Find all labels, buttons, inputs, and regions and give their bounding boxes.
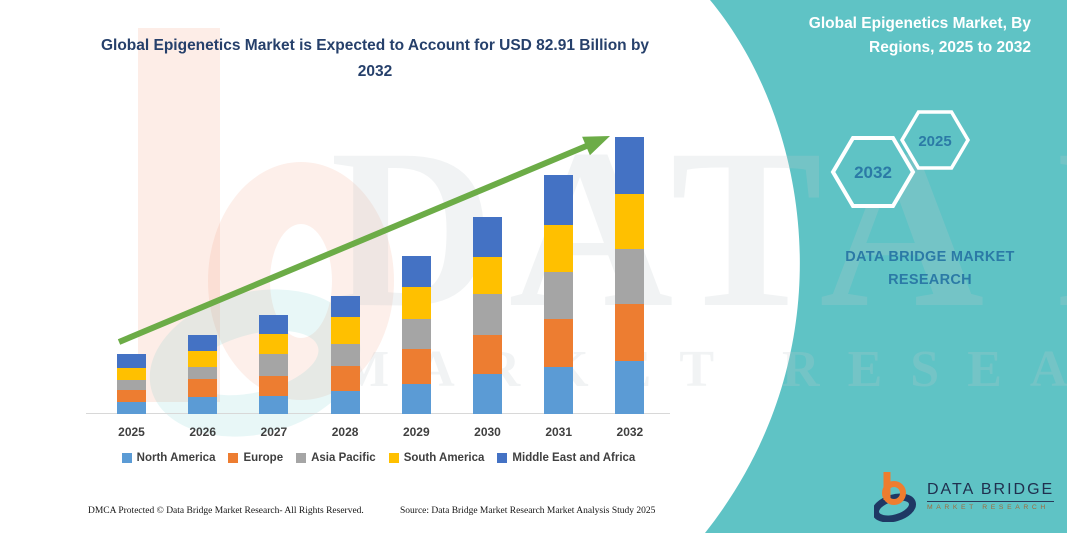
- bar-segment: [188, 379, 218, 397]
- footer-dmca-text: DMCA Protected © Data Bridge Market Rese…: [88, 506, 364, 516]
- bar-segment: [401, 384, 431, 414]
- legend-label: Europe: [243, 452, 284, 464]
- bar-segment: [615, 137, 645, 194]
- legend-swatch: [497, 453, 508, 463]
- legend-swatch: [121, 453, 132, 463]
- x-axis-label: 2030: [474, 425, 501, 439]
- legend-label: North America: [136, 452, 216, 464]
- x-axis-label: 2032: [616, 425, 644, 439]
- logo-d-swoosh: [874, 493, 916, 522]
- x-axis-label: 2031: [545, 425, 573, 439]
- year-hexagons: 2032 2025: [830, 110, 971, 208]
- brand-text: DATA BRIDGE MARKET RESEARCH: [845, 249, 1015, 288]
- bar-segment: [401, 349, 431, 384]
- bar-segment: [615, 304, 645, 361]
- stacked-bar-2032: [615, 137, 645, 414]
- legend-item: Europe: [228, 452, 283, 464]
- legend-item: South America: [388, 452, 485, 464]
- logo-subtitle: MARKET RESEARCH: [927, 504, 1049, 511]
- bar-segment: [188, 367, 218, 379]
- bar-segment: [615, 194, 645, 249]
- panel-title: Global Epigenetics Market, By Regions, 2…: [808, 15, 1031, 56]
- bar-segment: [259, 354, 289, 376]
- bar-segment: [259, 376, 289, 396]
- legend-item: Middle East and Africa: [497, 452, 635, 464]
- bar-segment: [330, 391, 360, 414]
- legend-label: Middle East and Africa: [512, 452, 636, 464]
- x-axis-label: 2028: [331, 425, 359, 439]
- logo-b-bowl: [882, 481, 906, 505]
- logo-text-block: DATA BRIDGE MARKET RESEARCH: [927, 481, 1055, 511]
- hexagon-2025-label: 2025: [918, 133, 951, 150]
- stacked-bar-2025: [117, 354, 146, 414]
- bar-segment: [473, 374, 502, 414]
- legend-label: South America: [403, 452, 485, 464]
- bar-segment: [330, 344, 360, 366]
- legend-item: North America: [121, 452, 216, 464]
- bar-segment: [544, 367, 574, 414]
- x-axis-label: 2029: [402, 425, 430, 439]
- hexagon-2032-label: 2032: [854, 163, 892, 182]
- teal-swoosh-path: [705, 0, 1067, 533]
- databridge-logo: DATA BRIDGE MARKET RESEARCH: [874, 470, 1055, 522]
- bar-segment: [117, 380, 146, 390]
- hexagon-2025: [899, 110, 971, 170]
- bar-segment: [117, 402, 146, 414]
- hexagon-2032: [830, 136, 916, 208]
- bar-segment: [615, 361, 645, 414]
- chart-title: Global Epigenetics Market is Expected to…: [100, 37, 650, 80]
- legend-swatch: [296, 453, 307, 463]
- footer-source-text: Source: Data Bridge Market Research Mark…: [400, 506, 656, 516]
- databridge-logo-icon: [874, 472, 916, 522]
- bar-segment: [259, 396, 289, 414]
- x-axis-line: [86, 413, 670, 414]
- x-axis-label: 2025: [118, 425, 145, 439]
- bar-segment: [615, 249, 645, 304]
- legend-swatch: [228, 453, 239, 463]
- x-axis-label: 2027: [260, 425, 288, 439]
- legend-item: Asia Pacific: [296, 452, 376, 464]
- legend-swatch: [388, 453, 399, 463]
- chart-legend: North America Europe Asia Pacific South Ame…: [86, 452, 671, 464]
- legend-label: Asia Pacific: [311, 452, 376, 464]
- bar-segment: [330, 366, 360, 391]
- bar-segment: [188, 397, 218, 414]
- bar-segment: [117, 368, 146, 380]
- logo-name: DATA BRIDGE: [927, 481, 1055, 502]
- x-axis-label: 2026: [189, 425, 217, 439]
- bar-segment: [117, 390, 146, 402]
- bar-segment: [188, 351, 218, 367]
- bar-segment: [117, 354, 146, 368]
